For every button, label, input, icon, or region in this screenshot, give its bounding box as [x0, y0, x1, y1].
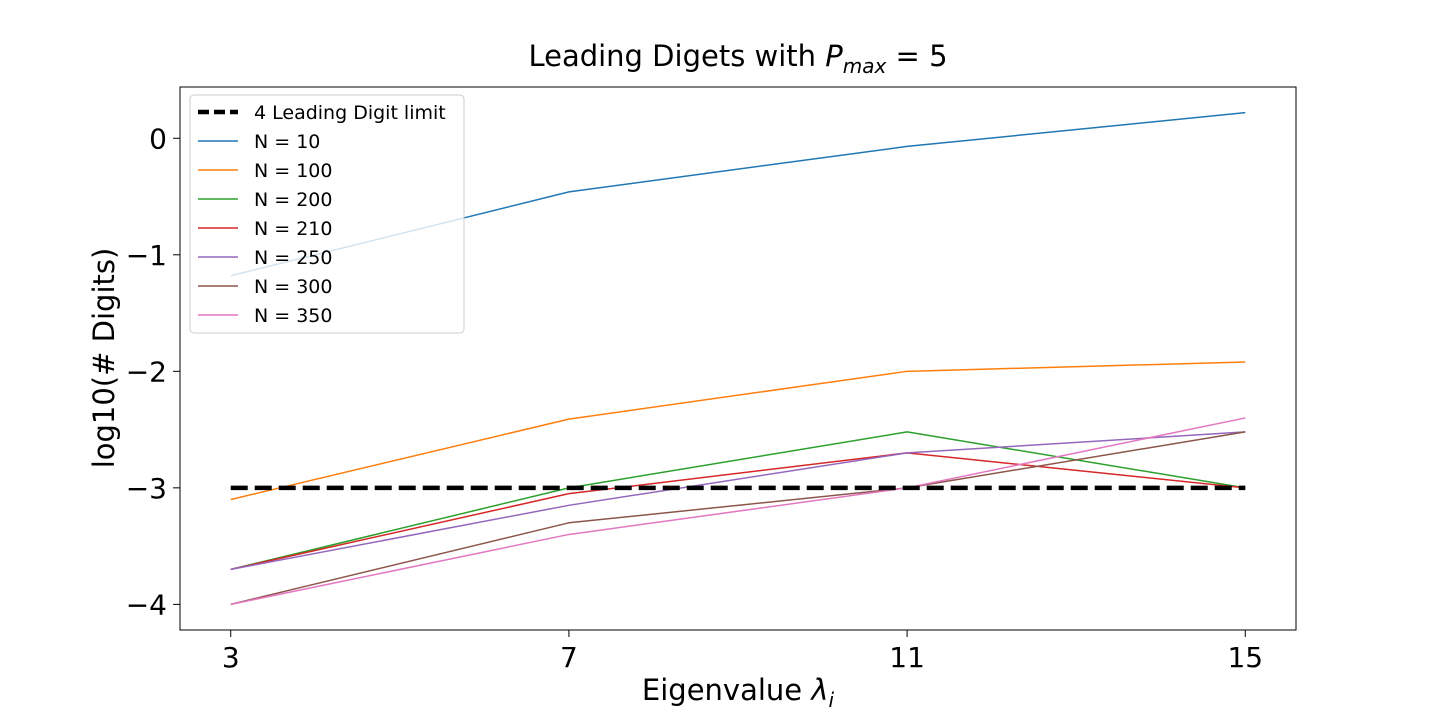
x-axis-label: Eigenvalue λi — [642, 673, 835, 712]
x-tick-label: 3 — [222, 641, 240, 674]
series-line-n-250 — [230, 431, 1246, 571]
y-tick-label: 0 — [149, 122, 167, 155]
x-axis: 3 7 11 15 — [222, 630, 1263, 674]
y-tick-label: −4 — [126, 588, 167, 621]
series-line-n-100 — [230, 361, 1246, 501]
legend-label-4-leading-digit-limit: 4 Leading Digit limit — [254, 102, 446, 124]
y-tick-label: −3 — [126, 472, 167, 505]
series-line-n-210 — [230, 452, 1246, 571]
series-layer — [230, 111, 1246, 606]
legend-label-n-10: N = 10 — [254, 131, 320, 153]
legend-label-n-300: N = 300 — [254, 276, 332, 298]
x-tick-label: 11 — [889, 641, 925, 674]
y-axis: 0 −1 −2 −3 −4 — [126, 122, 180, 621]
legend-label-n-250: N = 250 — [254, 247, 332, 269]
series-line-n-350 — [230, 417, 1246, 606]
legend-box — [189, 94, 465, 334]
series-line-n-200 — [230, 431, 1246, 571]
y-tick-label: −1 — [126, 239, 167, 272]
y-tick-label: −2 — [126, 355, 167, 388]
legend-label-n-210: N = 210 — [254, 218, 332, 240]
legend-label-n-350: N = 350 — [254, 305, 332, 327]
chart-title: Leading Digets with Pmax = 5 — [528, 39, 947, 78]
y-axis-label: log10(# Digits) — [87, 248, 121, 469]
series-line-n-300 — [230, 431, 1246, 606]
legend-label-n-100: N = 100 — [254, 160, 332, 182]
plot-area-frame — [179, 86, 1297, 631]
x-tick-label: 7 — [560, 641, 578, 674]
x-tick-label: 15 — [1227, 641, 1263, 674]
legend-label-n-200: N = 200 — [254, 189, 332, 211]
legend: 4 Leading Digit limit N = 10 N = 100 N = 20… — [189, 94, 465, 334]
